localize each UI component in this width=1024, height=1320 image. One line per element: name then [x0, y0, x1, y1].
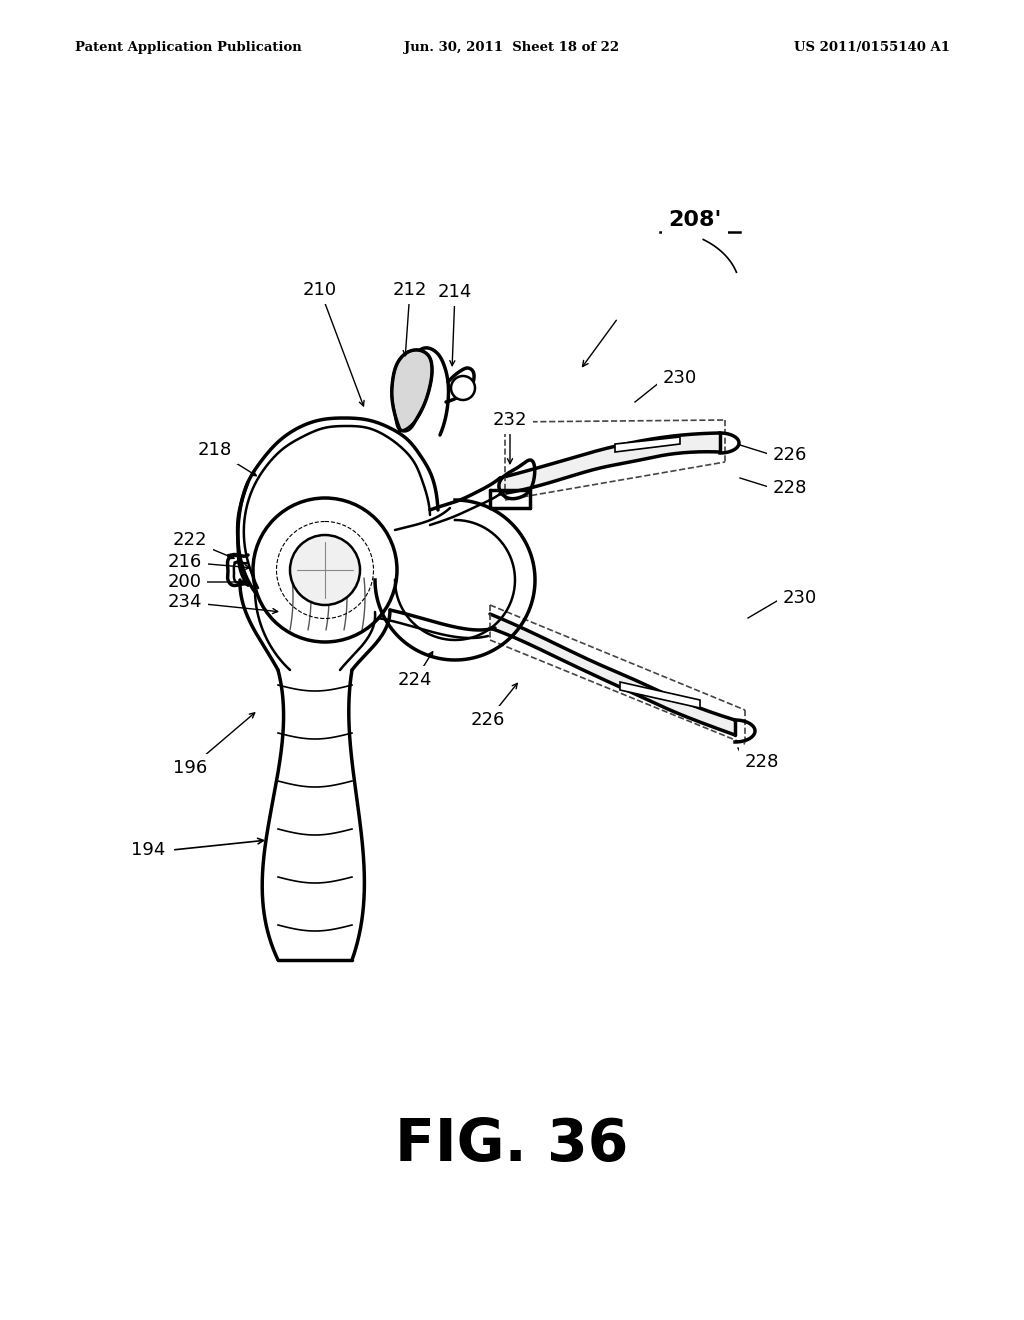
Text: 214: 214 [438, 282, 472, 301]
Text: 234: 234 [168, 593, 203, 611]
Text: US 2011/0155140 A1: US 2011/0155140 A1 [794, 41, 950, 54]
Text: FIG. 36: FIG. 36 [395, 1117, 629, 1173]
Circle shape [451, 376, 475, 400]
Text: 196: 196 [173, 759, 207, 777]
Polygon shape [620, 682, 700, 708]
Text: 218: 218 [198, 441, 232, 459]
Text: 230: 230 [663, 370, 697, 387]
Text: 208': 208' [669, 210, 722, 230]
Text: 210: 210 [303, 281, 337, 300]
Text: 222: 222 [173, 531, 207, 549]
Text: 232: 232 [493, 411, 527, 429]
Text: Jun. 30, 2011  Sheet 18 of 22: Jun. 30, 2011 Sheet 18 of 22 [404, 41, 620, 54]
Text: 212: 212 [393, 281, 427, 300]
Polygon shape [392, 350, 432, 430]
Polygon shape [490, 614, 735, 735]
Text: 200: 200 [168, 573, 202, 591]
Text: 194: 194 [131, 841, 165, 859]
Circle shape [290, 535, 360, 605]
Text: 224: 224 [397, 671, 432, 689]
Text: 216: 216 [168, 553, 202, 572]
Text: 228: 228 [773, 479, 807, 498]
Polygon shape [500, 433, 720, 494]
Polygon shape [615, 437, 680, 451]
Text: 226: 226 [471, 711, 505, 729]
Text: 230: 230 [783, 589, 817, 607]
Text: 228: 228 [744, 752, 779, 771]
Text: Patent Application Publication: Patent Application Publication [75, 41, 302, 54]
Text: 226: 226 [773, 446, 807, 465]
